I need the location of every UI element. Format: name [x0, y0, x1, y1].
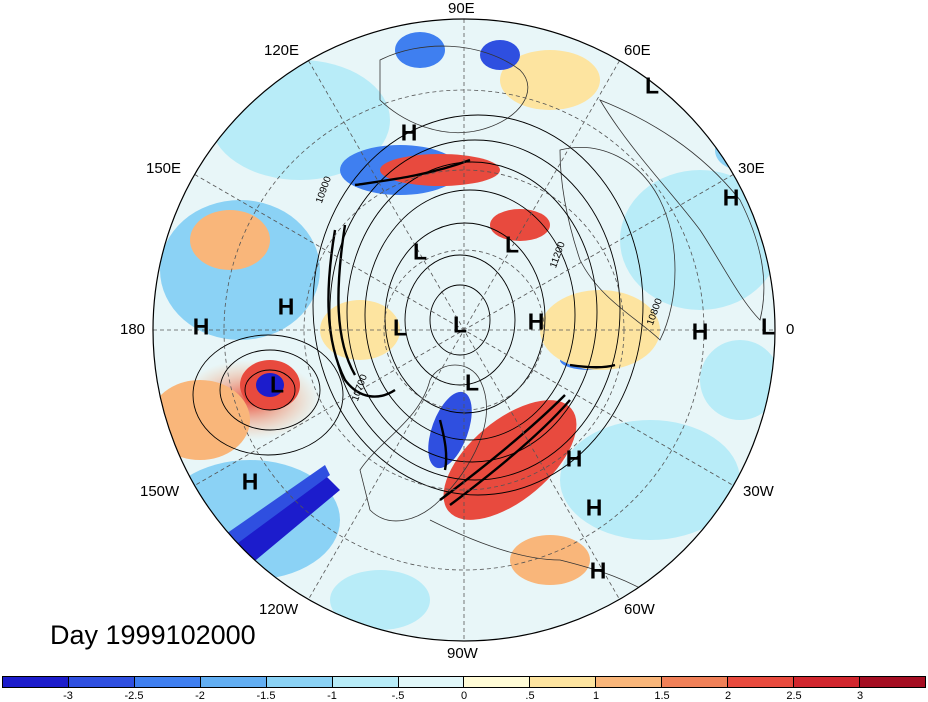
colorbar-swatch [200, 677, 267, 687]
colorbar-swatch [662, 677, 729, 687]
lon-label-150e: 150E [146, 160, 182, 177]
colorbar-swatch [794, 677, 860, 687]
pressure-marker: H [589, 557, 607, 584]
colorbar-tick-label: -2 [195, 690, 205, 702]
lon-label-90w: 90W [447, 645, 478, 662]
pressure-marker: H [565, 445, 583, 472]
pressure-marker: L [464, 369, 480, 396]
lon-label-180: 180 [120, 321, 146, 338]
map-boundary [152, 18, 776, 642]
colorbar-swatch [398, 677, 465, 687]
lon-label-0: 0 [786, 321, 795, 338]
colorbar-swatch [596, 677, 663, 687]
pressure-marker: H [241, 468, 259, 495]
pressure-marker: L [452, 311, 468, 338]
colorbar-tick-label: 1 [592, 690, 600, 702]
pressure-marker: L [644, 72, 660, 99]
pressure-marker: H [400, 119, 418, 146]
colorbar-tick-label: 2.5 [786, 690, 802, 702]
lon-label-150w: 150W [140, 483, 180, 500]
colorbar-swatch [859, 677, 925, 687]
lon-label-60e: 60E [624, 42, 651, 59]
colorbar-tick-label: .5 [525, 690, 535, 702]
pressure-marker: H [691, 318, 709, 345]
colorbar-swatch [3, 677, 69, 687]
lon-label-120w: 120W [259, 601, 299, 618]
colorbar-tick-label: 2 [724, 690, 732, 702]
colorbar-tick-label: 0 [460, 690, 468, 702]
pressure-marker: H [527, 308, 545, 335]
colorbar-tick-label: -.5 [391, 690, 405, 702]
lon-label-120e: 120E [264, 42, 300, 59]
colorbar-tick-label: -2.5 [124, 690, 144, 702]
colorbar-swatch [134, 677, 201, 687]
lon-label-30e: 30E [738, 160, 765, 177]
colorbar-tick-label: -1 [327, 690, 337, 702]
lon-label-30w: 30W [743, 483, 774, 500]
colorbar-swatch [332, 677, 399, 687]
colorbar-tick-label: -3 [63, 690, 73, 702]
pressure-marker: H [585, 494, 603, 521]
colorbar [2, 676, 926, 688]
colorbar-swatch [68, 677, 135, 687]
colorbar-swatch [464, 677, 531, 687]
colorbar-tick-label: -1.5 [256, 690, 276, 702]
pressure-marker: L [412, 238, 428, 265]
anomaly-field [153, 19, 775, 641]
pressure-marker: L [392, 314, 408, 341]
colorbar-swatch [266, 677, 333, 687]
colorbar-tick-label: 1.5 [654, 690, 670, 702]
lon-label-90e: 90E [448, 0, 475, 17]
pressure-marker: L [504, 231, 520, 258]
colorbar-swatch [728, 677, 795, 687]
day-label: Day 1999102000 [50, 620, 256, 650]
pressure-marker: H [722, 184, 740, 211]
pressure-marker: H [277, 293, 295, 320]
pressure-marker: L [760, 313, 776, 340]
pressure-marker: H [192, 313, 210, 340]
lon-label-60w: 60W [624, 601, 655, 618]
colorbar-tick-label: 3 [856, 690, 864, 702]
colorbar-swatch [530, 677, 597, 687]
pressure-marker: L [269, 371, 285, 398]
